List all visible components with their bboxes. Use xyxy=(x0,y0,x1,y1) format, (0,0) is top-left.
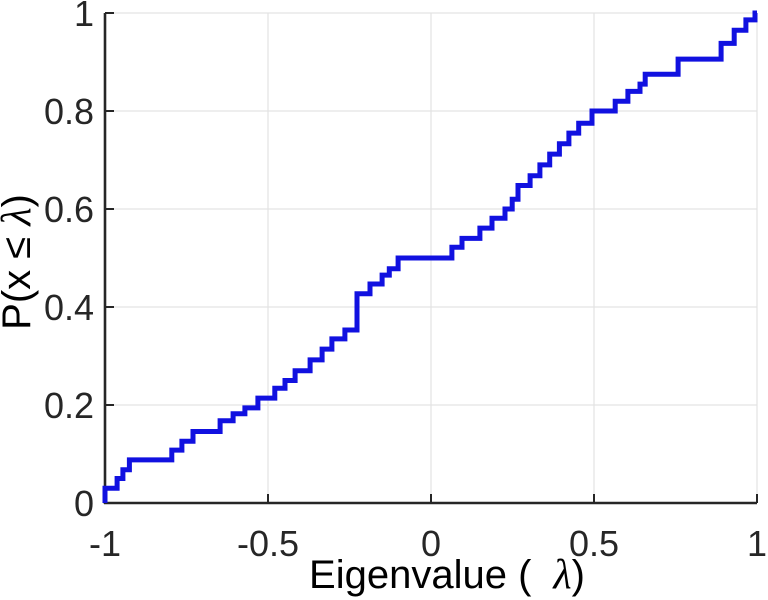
y-tick-label: 0.6 xyxy=(44,189,94,230)
x-tick-label: -1 xyxy=(89,523,121,564)
y-axis-label-close-paren: ) xyxy=(0,194,39,207)
y-axis-label: P(x ≤ λ) xyxy=(0,194,40,330)
y-axis-label-text: P(x ≤ xyxy=(0,226,39,330)
y-tick-label: 1 xyxy=(74,0,94,34)
x-axis-label-text: Eigenvalue ( xyxy=(309,553,532,597)
grid-lines xyxy=(105,12,758,503)
y-tick-label: 0 xyxy=(74,483,94,524)
lambda-icon: λ xyxy=(0,207,40,227)
x-tick-label: -0.5 xyxy=(237,523,299,564)
x-axis-label-close-paren: ) xyxy=(572,553,585,597)
lambda-icon: λ xyxy=(551,552,571,598)
x-tick-label: 1 xyxy=(747,523,767,564)
x-tick-label: 0.5 xyxy=(569,523,619,564)
y-tick-label: 0.2 xyxy=(44,385,94,426)
y-tick-label: 0.8 xyxy=(44,91,94,132)
x-axis-label: Eigenvalue ( λ) xyxy=(309,552,585,598)
x-tick-label: 0 xyxy=(421,523,441,564)
ecdf-step-line xyxy=(102,10,758,503)
y-tick-label: 0.4 xyxy=(44,287,94,328)
tick-labels: -1 -0.5 0 0.5 1 0 0.2 0.4 0.6 0.8 1 xyxy=(44,0,767,564)
